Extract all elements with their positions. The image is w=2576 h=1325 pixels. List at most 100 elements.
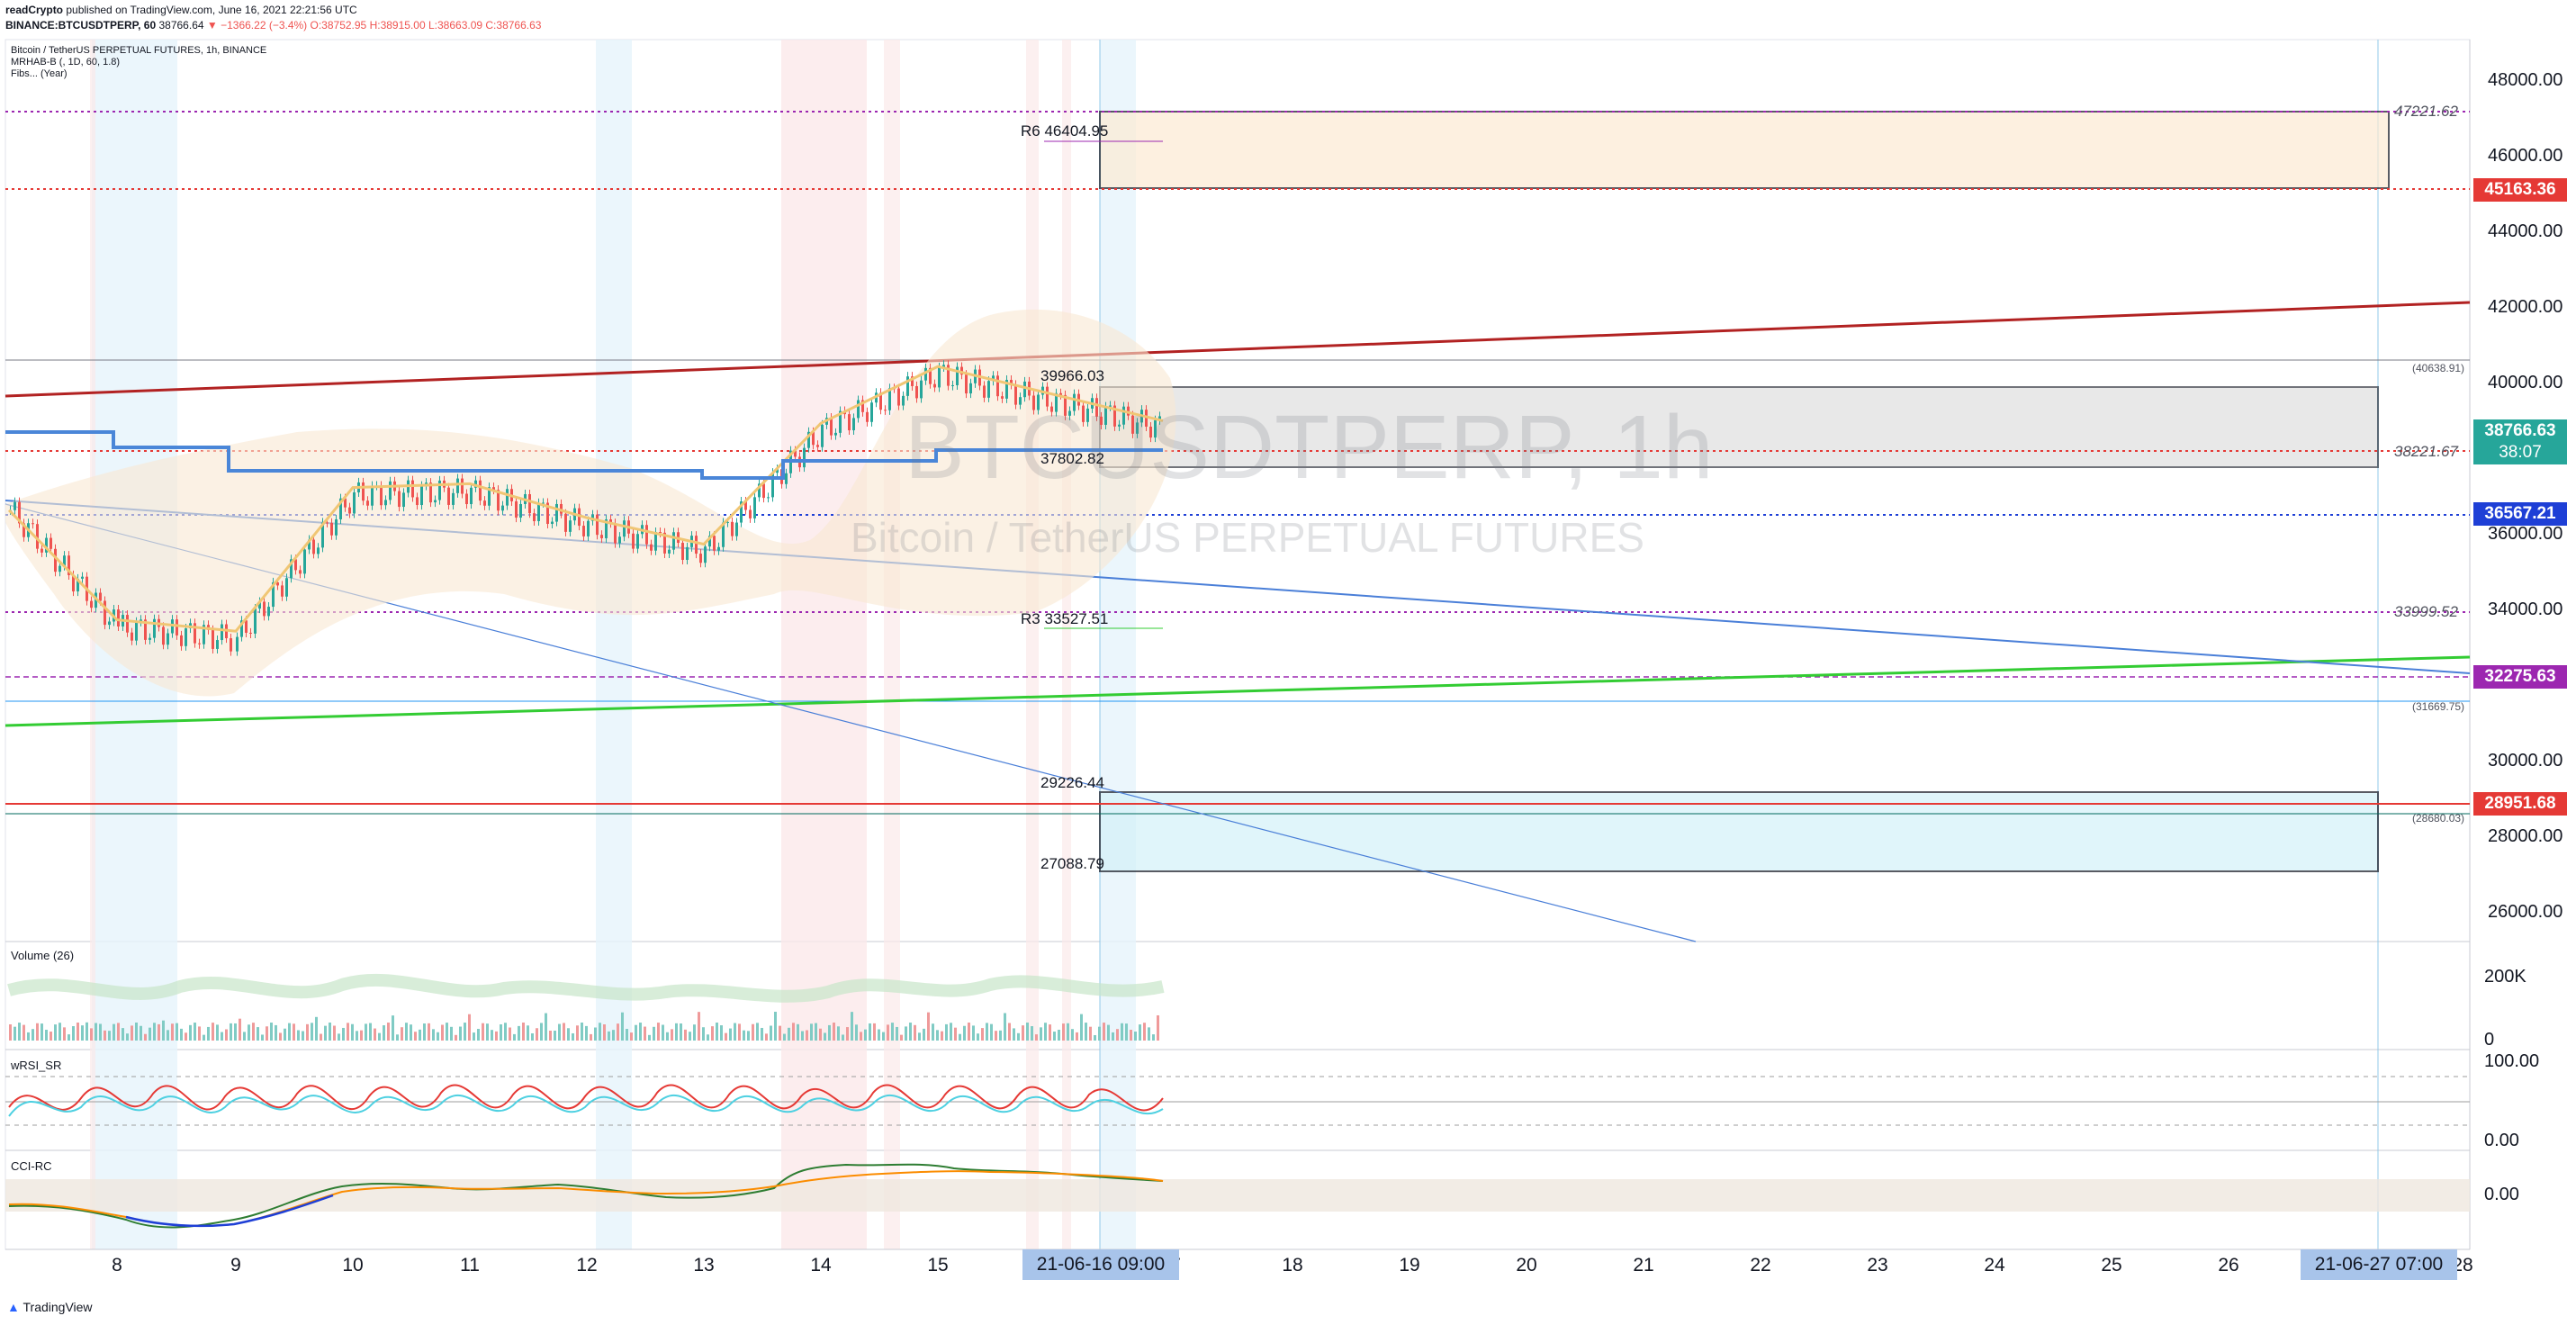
cci-pane-label[interactable]: CCI-RC [11, 1159, 52, 1173]
volume-bar [684, 1029, 687, 1041]
volume-bar [284, 1028, 286, 1041]
watermark-name: Bitcoin / TetherUS PERPETUAL FUTURES [851, 514, 1644, 561]
candle-body [569, 520, 572, 532]
candle-body [353, 492, 356, 514]
price-label: 42000.00 [2488, 297, 2563, 317]
volume-bar [432, 1029, 435, 1041]
legend-indicator-2[interactable]: Fibs... (Year) [11, 68, 68, 79]
volume-pane-label[interactable]: Volume (26) [11, 949, 75, 962]
x-tick-9: 9 [230, 1255, 241, 1275]
right-level-33999: 33999.52 [2394, 603, 2458, 620]
volume-bar [1125, 1023, 1128, 1041]
candle-body [681, 543, 684, 560]
volume-bar [1004, 1013, 1006, 1041]
candle-body [497, 490, 500, 511]
x-tick-20: 20 [1516, 1255, 1537, 1275]
candle-body [281, 585, 284, 597]
volume-bar [941, 1031, 943, 1041]
volume-bar [909, 1023, 912, 1041]
volume-bar [585, 1025, 588, 1041]
candle-body [371, 485, 374, 506]
candle-body [294, 559, 297, 571]
x-tick-18: 18 [1282, 1255, 1303, 1275]
volume-bar [446, 1023, 448, 1041]
candle-body [713, 536, 716, 551]
volume-bar [608, 1031, 610, 1041]
tradingview-footer[interactable]: ▲ TradingView [7, 1300, 93, 1314]
cci-line [8, 1163, 1164, 1229]
level-39966: 39966.03 [1040, 367, 1104, 384]
candle-body [434, 500, 437, 503]
small-level-1: (40638.91) [2412, 362, 2465, 374]
volume-bar [1031, 1026, 1033, 1041]
volume-bar [536, 1028, 538, 1041]
moving-average-line [7, 365, 1164, 633]
candle-body [528, 494, 531, 514]
candle-body [326, 522, 329, 524]
volume-bar [824, 1032, 826, 1041]
price-label: 34000.00 [2488, 599, 2563, 619]
candle-body [263, 601, 266, 617]
volume-bar [288, 1023, 291, 1041]
volume-bar [189, 1024, 192, 1041]
price-label: 28000.00 [2488, 826, 2563, 846]
candle-body [63, 555, 66, 566]
candle-body [447, 487, 450, 505]
legend-title[interactable]: Bitcoin / TetherUS PERPETUAL FUTURES, 1h… [11, 45, 267, 56]
candle-body [14, 501, 16, 510]
volume-bar [1152, 1034, 1155, 1041]
candle-body [131, 632, 133, 641]
candle-body [144, 619, 147, 640]
candle-body [389, 481, 392, 500]
volume-bar [464, 1023, 466, 1041]
volume-bar [68, 1034, 70, 1041]
candle-body [1136, 422, 1139, 434]
volume-bar [315, 1016, 318, 1041]
volume-bar [234, 1023, 237, 1041]
r3-label: R3 33527.51 [1021, 610, 1109, 627]
wrsi-pane-label[interactable]: wRSI_SR [11, 1059, 62, 1072]
volume-bar [1143, 1023, 1146, 1041]
volume-bar [815, 1023, 817, 1041]
volume-bar [1098, 1026, 1101, 1041]
candle-body [1100, 416, 1103, 425]
candle-body [938, 366, 941, 388]
candle-body [1086, 408, 1089, 422]
volume-bar [626, 1029, 628, 1041]
volume-bar [504, 1023, 507, 1041]
volume-bar [576, 1025, 579, 1041]
volume-bar [693, 1024, 696, 1041]
volume-bar [972, 1025, 975, 1041]
candle-body [180, 635, 183, 646]
x-tick-19: 19 [1399, 1255, 1420, 1275]
candle-body [848, 414, 851, 431]
candle-body [924, 367, 927, 381]
candle-body [506, 489, 509, 506]
volume-bar [54, 1024, 57, 1041]
candle-body [870, 402, 873, 422]
candle-body [1046, 386, 1049, 407]
candle-body [996, 375, 999, 397]
candle-body [1010, 380, 1013, 385]
x-tick-24: 24 [1984, 1255, 2005, 1275]
candle-body [1032, 395, 1035, 410]
candle-body [933, 383, 936, 388]
volume-bar [266, 1026, 268, 1041]
volume-bar [1157, 1014, 1159, 1041]
volume-bar [14, 1026, 16, 1041]
volume-bar [567, 1028, 570, 1041]
author[interactable]: readCrypto [5, 4, 64, 16]
volume-bar [257, 1027, 259, 1041]
candle-body [470, 487, 473, 505]
volume-bar [99, 1023, 102, 1041]
candle-body [104, 600, 106, 626]
candle-body [834, 432, 837, 436]
volume-bar [1121, 1023, 1123, 1041]
volume-bar [747, 1031, 750, 1041]
candle-body [1019, 397, 1022, 405]
volume-bar [306, 1023, 309, 1041]
x-tick-13: 13 [693, 1255, 715, 1275]
legend-indicator-1[interactable]: MRHAB-B (, 1D, 60, 1.8) [11, 57, 121, 68]
candle-body [335, 518, 338, 536]
